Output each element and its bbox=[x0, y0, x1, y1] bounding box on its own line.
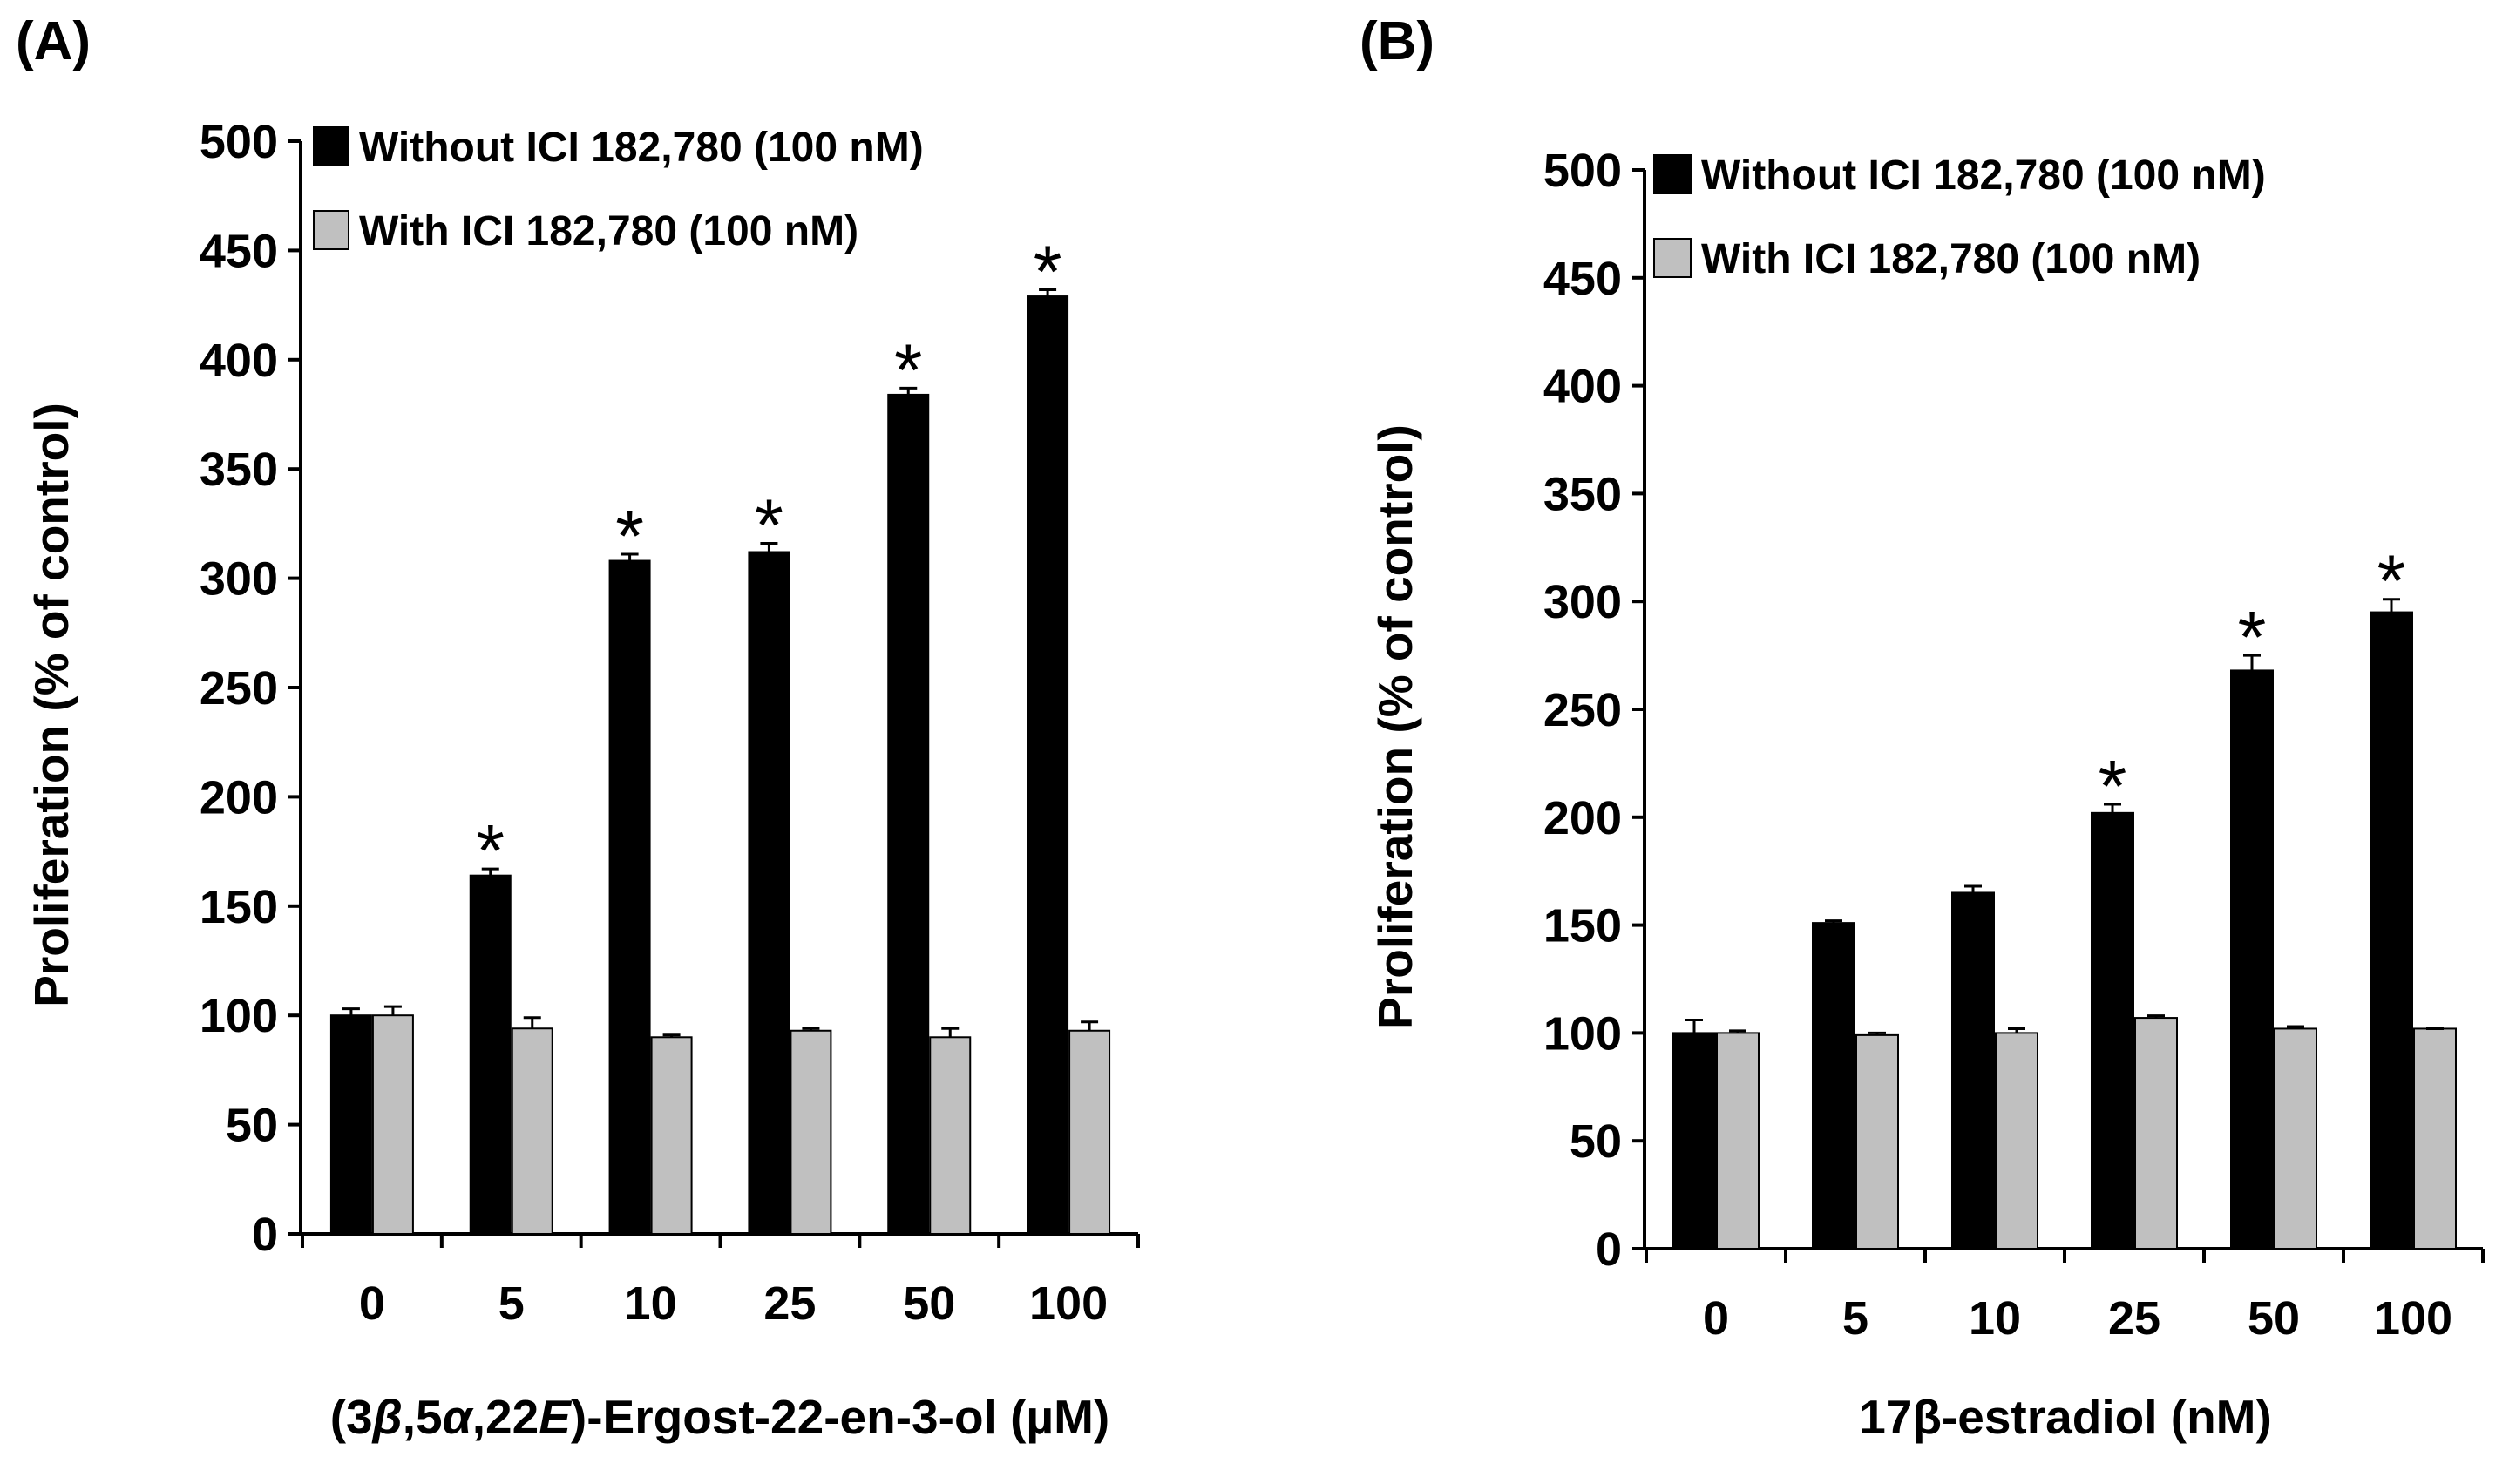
x-tick-label: 5 bbox=[498, 1277, 525, 1330]
bar-with-ici bbox=[2413, 1027, 2457, 1250]
x-tick-label: 25 bbox=[763, 1277, 816, 1330]
bar-with-ici bbox=[1716, 1032, 1760, 1250]
y-tick-label: 500 bbox=[200, 116, 278, 168]
y-tick-label: 400 bbox=[1543, 361, 1622, 413]
x-tick-label: 10 bbox=[1969, 1292, 2021, 1345]
chart-panel-a: (A) 0 50 100 150 200 250 300 350 400 450 500 0 5 * 10 * 2… bbox=[16, 11, 1140, 1444]
x-tick-label: 10 bbox=[625, 1277, 677, 1330]
legend-label: With ICI 182,780 (100 nM) bbox=[359, 208, 858, 254]
chart-panel-b: (B) 0 50 100 150 200 250 300 350 400 450 500 0 5 10 25 *… bbox=[1360, 11, 2485, 1444]
x-tick-label: 100 bbox=[2374, 1292, 2452, 1345]
bar-without-ici bbox=[2370, 611, 2413, 1250]
y-axis-title: Proliferation (% of control) bbox=[24, 403, 78, 1007]
significance-marker: * bbox=[2377, 540, 2406, 622]
panel-label: (B) bbox=[1360, 11, 1434, 71]
bar-without-ici bbox=[748, 551, 790, 1235]
y-tick-label: 50 bbox=[226, 1100, 278, 1152]
y-tick-label: 250 bbox=[200, 662, 278, 715]
y-tick-label: 50 bbox=[1570, 1115, 1622, 1168]
bar-with-ici bbox=[371, 1014, 414, 1235]
x-tick-label: 0 bbox=[1703, 1292, 1729, 1345]
significance-marker: * bbox=[755, 484, 783, 566]
bar-without-ici bbox=[1951, 891, 1995, 1250]
bar-without-ici bbox=[1672, 1032, 1716, 1250]
y-tick-label: 400 bbox=[200, 335, 278, 387]
bar-without-ici bbox=[2091, 811, 2134, 1250]
y-tick-label: 300 bbox=[1543, 576, 1622, 628]
bar-with-ici bbox=[1068, 1029, 1111, 1235]
significance-marker: * bbox=[2099, 745, 2127, 827]
legend-swatch bbox=[1653, 154, 1692, 194]
significance-marker: * bbox=[2238, 596, 2267, 678]
y-tick-label: 100 bbox=[1543, 1007, 1622, 1060]
legend-label: Without ICI 182,780 (100 nM) bbox=[1701, 152, 2266, 199]
y-tick-label: 450 bbox=[200, 225, 278, 277]
bar-without-ici bbox=[469, 874, 512, 1235]
y-tick-label: 500 bbox=[1543, 145, 1622, 197]
bar-without-ici bbox=[2230, 669, 2274, 1250]
x-tick-label: 25 bbox=[2108, 1292, 2160, 1345]
x-tick-label: 0 bbox=[359, 1277, 385, 1330]
y-tick-label: 350 bbox=[1543, 468, 1622, 520]
significance-marker: * bbox=[476, 810, 505, 891]
bar-without-ici bbox=[1027, 295, 1069, 1235]
bar-with-ici bbox=[511, 1027, 553, 1236]
y-axis-title: Proliferation (% of control) bbox=[1368, 424, 1422, 1029]
x-axis-title: (3β,5α,22E)-Ergost-22-en-3-ol (µM) bbox=[330, 1390, 1110, 1444]
significance-marker: * bbox=[894, 329, 923, 410]
bar-with-ici bbox=[790, 1029, 832, 1235]
panel-label: (A) bbox=[16, 11, 91, 71]
legend-label: With ICI 182,780 (100 nM) bbox=[1701, 236, 2201, 282]
x-tick-label: 100 bbox=[1029, 1277, 1108, 1330]
y-tick-label: 150 bbox=[200, 881, 278, 933]
y-tick-label: 450 bbox=[1543, 253, 1622, 305]
x-tick-label: 50 bbox=[903, 1277, 955, 1330]
y-tick-label: 200 bbox=[1543, 792, 1622, 844]
bar-with-ici bbox=[2134, 1017, 2178, 1250]
bar-with-ici bbox=[650, 1036, 693, 1236]
y-tick-label: 0 bbox=[252, 1209, 278, 1261]
legend-swatch bbox=[313, 210, 349, 250]
bar-without-ici bbox=[608, 559, 651, 1235]
y-tick-label: 100 bbox=[200, 990, 278, 1042]
bar-with-ici bbox=[1855, 1033, 1899, 1250]
legend-swatch bbox=[1653, 238, 1692, 278]
legend-swatch bbox=[313, 126, 349, 166]
y-tick-label: 0 bbox=[1596, 1223, 1622, 1276]
bar-with-ici bbox=[2274, 1027, 2317, 1250]
significance-marker: * bbox=[1034, 231, 1062, 313]
x-tick-label: 5 bbox=[1842, 1292, 1868, 1345]
y-tick-label: 350 bbox=[200, 444, 278, 496]
y-tick-label: 200 bbox=[200, 771, 278, 823]
y-tick-label: 150 bbox=[1543, 900, 1622, 952]
bar-with-ici bbox=[929, 1036, 972, 1236]
bar-without-ici bbox=[1812, 922, 1855, 1250]
y-tick-label: 300 bbox=[200, 553, 278, 606]
legend-label: Without ICI 182,780 (100 nM) bbox=[359, 125, 924, 171]
bar-with-ici bbox=[1995, 1032, 2038, 1250]
x-axis-title: 17β-estradiol (nM) bbox=[1859, 1390, 2272, 1444]
bar-without-ici bbox=[329, 1014, 372, 1235]
y-tick-label: 250 bbox=[1543, 684, 1622, 736]
bar-without-ici bbox=[887, 393, 930, 1236]
significance-marker: * bbox=[615, 495, 644, 577]
x-tick-label: 50 bbox=[2248, 1292, 2300, 1345]
